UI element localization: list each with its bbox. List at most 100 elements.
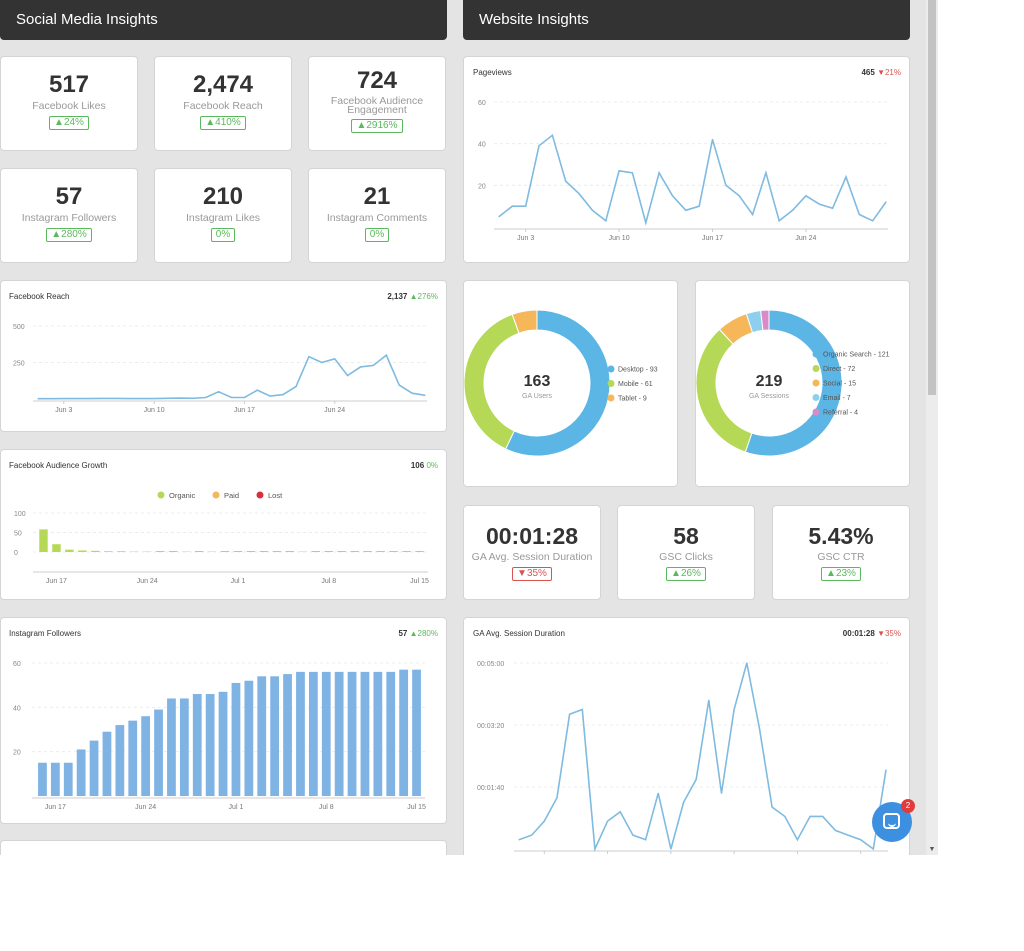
ga-sessions-donut-chart: 219 GA Sessions Organic Search - 121 Direct… bbox=[696, 309, 890, 457]
chart-title: Instagram Followers bbox=[9, 629, 82, 638]
data-point bbox=[256, 389, 258, 391]
facebook-reach-chart-card[interactable]: Facebook Reach 2,137 ▲276% 250 500 Jun 3 Ju… bbox=[0, 280, 447, 432]
data-point bbox=[398, 384, 400, 386]
x-tick-label: Jul 15 bbox=[410, 578, 429, 585]
pageviews-chart-card[interactable]: Pageviews 465 ▼21% 20 40 60 Jun 3 Jun 10 Jun … bbox=[463, 56, 910, 263]
ga-users-donut-card[interactable]: 163 GA Users Desktop - 93 Mobile - 61 Tablet… bbox=[463, 280, 678, 487]
chart-title: Facebook Audience Growth bbox=[9, 461, 108, 470]
scrollbar-thumb[interactable] bbox=[928, 0, 936, 395]
data-point bbox=[218, 391, 220, 393]
series-line bbox=[518, 662, 887, 853]
data-point bbox=[50, 398, 52, 400]
data-point bbox=[385, 354, 387, 356]
donut-total: 219 bbox=[756, 373, 783, 390]
kpi-instagram-likes[interactable]: 210 Instagram Likes 0% bbox=[154, 168, 292, 263]
bar bbox=[272, 551, 282, 552]
vertical-scrollbar[interactable]: ▼ bbox=[926, 0, 938, 855]
x-tick-label: Jul 15 bbox=[407, 804, 426, 811]
change-badge: ▲2916% bbox=[351, 119, 403, 133]
kpi-instagram-comments[interactable]: 21 Instagram Comments 0% bbox=[308, 168, 446, 263]
bar bbox=[63, 762, 73, 796]
bar bbox=[283, 674, 292, 796]
y-tick-label: 60 bbox=[478, 100, 486, 107]
triangle-up-icon: ▲ bbox=[205, 117, 216, 128]
data-point bbox=[720, 792, 723, 794]
chart-title: Facebook Reach bbox=[9, 292, 70, 301]
chat-icon bbox=[883, 813, 900, 829]
bar bbox=[321, 671, 331, 796]
triangle-up-icon: ▲ bbox=[409, 629, 418, 638]
ga-users-donut-chart: 163 GA Users Desktop - 93 Mobile - 61 Tablet… bbox=[464, 309, 658, 457]
legend-label: Organic bbox=[169, 491, 196, 500]
data-point bbox=[746, 662, 748, 664]
data-point bbox=[765, 172, 767, 174]
kpi-label: GA Avg. Session Duration bbox=[471, 551, 593, 563]
y-tick-label: 60 bbox=[13, 661, 21, 668]
bar bbox=[360, 671, 370, 796]
kpi-value: 2,474 bbox=[192, 71, 254, 98]
next-chart-card[interactable] bbox=[0, 840, 447, 855]
bar bbox=[386, 671, 396, 796]
bar bbox=[412, 669, 421, 796]
data-point bbox=[658, 172, 660, 174]
donut-label: GA Users bbox=[522, 393, 552, 400]
bar bbox=[205, 694, 215, 796]
kpi-facebook-engagement[interactable]: 724 Facebook Audience Engagement ▲2916% bbox=[308, 56, 446, 151]
bar bbox=[334, 671, 344, 796]
bar bbox=[324, 551, 333, 552]
bar bbox=[285, 551, 295, 552]
data-point bbox=[192, 397, 194, 399]
data-point bbox=[63, 397, 65, 400]
bar bbox=[154, 709, 163, 796]
chart-summary: 465 ▼21% bbox=[861, 68, 901, 77]
bar bbox=[376, 551, 385, 552]
data-point bbox=[885, 201, 887, 203]
data-point bbox=[424, 394, 426, 396]
ga-session-duration-chart-card[interactable]: GA Avg. Session Duration 00:01:28 ▼35% 0… bbox=[463, 617, 910, 855]
facebook-growth-chart-card[interactable]: Facebook Audience Growth 106 0% 0 50 100 Ju… bbox=[0, 449, 447, 600]
x-tick-label: Jun 3 bbox=[55, 407, 72, 414]
bar bbox=[39, 529, 48, 552]
data-point bbox=[551, 134, 553, 136]
bar bbox=[373, 671, 383, 796]
bar bbox=[179, 698, 189, 796]
data-point bbox=[885, 769, 887, 771]
scroll-down-arrow-icon[interactable]: ▼ bbox=[928, 846, 936, 853]
y-tick-label: 20 bbox=[478, 183, 486, 190]
kpi-facebook-reach[interactable]: 2,474 Facebook Reach ▲410% bbox=[154, 56, 292, 151]
data-point bbox=[205, 396, 207, 399]
data-point bbox=[632, 834, 634, 836]
data-point bbox=[282, 394, 284, 396]
instagram-followers-chart-card[interactable]: Instagram Followers 57 ▲280% 20 40 60 Jun 1… bbox=[0, 617, 447, 824]
kpi-label: Facebook Likes bbox=[32, 100, 106, 112]
donut-slice bbox=[511, 309, 538, 334]
data-point bbox=[556, 797, 558, 799]
bar bbox=[192, 694, 202, 796]
kpi-label: GSC CTR bbox=[817, 551, 865, 563]
donut-slice bbox=[696, 328, 753, 453]
kpi-gsc-clicks[interactable]: 58 GSC Clicks ▲26% bbox=[617, 505, 755, 600]
data-point bbox=[822, 815, 824, 818]
x-tick-label: Jun 17 bbox=[234, 407, 255, 414]
triangle-down-icon: ▼ bbox=[877, 68, 885, 77]
legend-label: Paid bbox=[224, 491, 239, 500]
bar bbox=[308, 671, 318, 796]
bar bbox=[233, 551, 243, 552]
x-tick-label: Jun 24 bbox=[137, 578, 158, 585]
change-badge: ▲23% bbox=[821, 567, 861, 581]
data-point bbox=[153, 397, 155, 400]
data-point bbox=[670, 848, 672, 850]
kpi-instagram-followers[interactable]: 57 Instagram Followers ▲280% bbox=[0, 168, 138, 263]
data-point bbox=[784, 815, 786, 818]
website-section-header: Website Insights bbox=[463, 0, 910, 40]
data-point bbox=[738, 195, 740, 197]
chat-launcher-button[interactable]: 2 bbox=[872, 799, 915, 842]
kpi-ga-session-duration[interactable]: 00:01:28 GA Avg. Session Duration ▼35% bbox=[463, 505, 601, 600]
data-point bbox=[321, 361, 323, 364]
data-point bbox=[372, 364, 374, 367]
kpi-gsc-ctr[interactable]: 5.43% GSC CTR ▲23% bbox=[772, 505, 910, 600]
kpi-facebook-likes[interactable]: 517 Facebook Likes ▲24% bbox=[0, 56, 138, 151]
bar bbox=[311, 551, 320, 552]
ga-sessions-donut-card[interactable]: 219 GA Sessions Organic Search - 121 Direct… bbox=[695, 280, 910, 487]
dashboard-viewport: Social Media Insights Website Insights 5… bbox=[0, 0, 938, 855]
